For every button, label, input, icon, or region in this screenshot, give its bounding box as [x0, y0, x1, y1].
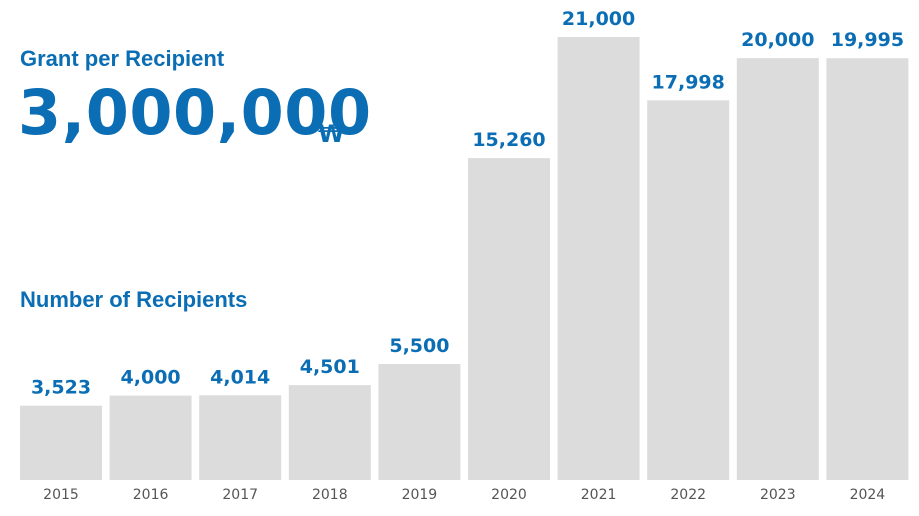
x-tick-label-2017: 2017 [222, 487, 258, 503]
bar-2021 [558, 37, 640, 480]
value-label-2024: 19,995 [831, 29, 904, 51]
value-label-2020: 15,260 [472, 129, 545, 151]
value-label-2023: 20,000 [741, 29, 814, 51]
x-tick-label-2015: 2015 [43, 487, 79, 503]
x-tick-label-2024: 2024 [850, 487, 886, 503]
x-tick-label-2021: 2021 [581, 487, 617, 503]
bar-2024 [826, 58, 908, 480]
x-tick-label-2016: 2016 [133, 487, 169, 503]
x-tick-label-2019: 2019 [402, 487, 438, 503]
x-tick-label-2018: 2018 [312, 487, 348, 503]
value-label-2021: 21,000 [562, 8, 635, 30]
x-tick-label-2022: 2022 [670, 487, 706, 503]
bar-2015 [20, 406, 102, 480]
bar-2019 [378, 364, 460, 480]
value-label-2022: 17,998 [652, 71, 725, 93]
value-label-2017: 4,014 [210, 366, 270, 388]
bar-group [20, 37, 908, 480]
x-tick-label-group: 2015 2016 2017 2018 2019 2020 2021 2022 2023 2024 [43, 487, 885, 503]
x-tick-label-2020: 2020 [491, 487, 527, 503]
bar-2018 [289, 385, 371, 480]
bar-2020 [468, 158, 550, 480]
value-label-2018: 4,501 [300, 356, 360, 378]
bar-2022 [647, 100, 729, 480]
value-label-2015: 3,523 [31, 377, 91, 399]
bar-2017 [199, 395, 281, 480]
value-label-2016: 4,000 [121, 367, 181, 389]
bar-2023 [737, 58, 819, 480]
value-label-2019: 5,500 [389, 335, 449, 357]
bar-2016 [110, 396, 192, 480]
x-tick-label-2023: 2023 [760, 487, 796, 503]
